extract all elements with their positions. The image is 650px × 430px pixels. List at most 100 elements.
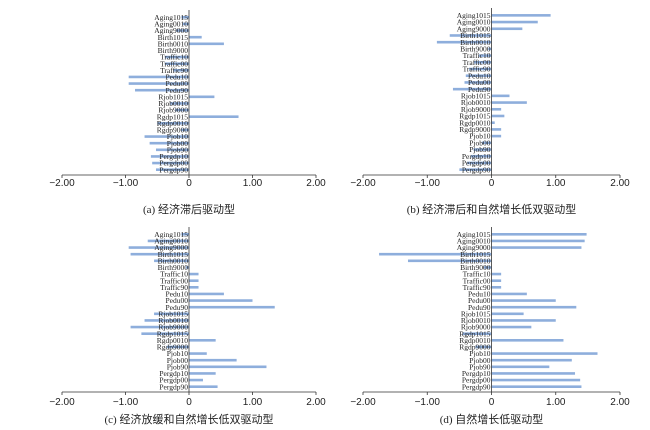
- bar-birth0010: [436, 40, 492, 44]
- category-label: Rjob9000: [461, 105, 491, 114]
- category-label: Traffic00: [160, 59, 188, 68]
- x-tick-label: 1.00: [546, 178, 566, 189]
- bar-traffic90: [173, 69, 190, 72]
- category-label: Pjob90: [469, 145, 491, 154]
- category-label: Rgdp9000: [459, 343, 491, 352]
- category-label: Birth1015: [460, 31, 491, 40]
- bar-pjob90: [155, 148, 189, 152]
- category-label: Pedu10: [468, 290, 491, 299]
- bar-rjob9000: [130, 325, 189, 329]
- x-tick-label: 2.00: [306, 397, 326, 408]
- category-label: Birth1015: [460, 250, 491, 259]
- bar-pergdp90: [155, 168, 189, 171]
- bar-pedu00: [491, 299, 556, 302]
- category-label: Traffic10: [160, 270, 188, 279]
- category-label: Pedu90: [468, 85, 491, 94]
- bar-rgdp1015: [491, 114, 505, 118]
- category-label: Rgdp1015: [459, 112, 491, 121]
- category-label: Pergdp90: [462, 382, 491, 391]
- bar-aging9000: [128, 246, 189, 249]
- category-label: Pedu00: [166, 79, 189, 88]
- bar-birth1015: [449, 34, 492, 37]
- bar-aging0010: [491, 20, 538, 24]
- bar-pedu10: [465, 74, 492, 78]
- category-label: Rgdp9000: [157, 126, 189, 135]
- category-label: Aging9000: [154, 243, 188, 252]
- x-tick-label: −1.00: [113, 397, 139, 408]
- category-label: Traffic90: [463, 283, 491, 292]
- bar-aging0010: [491, 239, 585, 243]
- chart-caption: (c) 经济放缓和自然增长低双驱动型: [105, 412, 274, 426]
- bar-rgdp9000: [181, 128, 189, 132]
- category-label: Rjob1015: [158, 309, 188, 318]
- bar-aging1015: [181, 16, 189, 19]
- category-label: Pergdp90: [159, 165, 188, 174]
- x-tick-label: −2.00: [49, 397, 75, 408]
- bar-aging1015: [491, 14, 551, 17]
- bar-pergdp00: [491, 378, 581, 382]
- bar-traffic00: [164, 62, 189, 65]
- category-label: Pjob90: [469, 362, 491, 371]
- category-label: Aging1015: [154, 13, 188, 22]
- bar-pergdp10: [150, 155, 189, 158]
- bar-pedu90: [189, 305, 275, 309]
- category-label: Aging1015: [457, 230, 491, 239]
- bar-rjob1015: [189, 95, 215, 99]
- bar-rgdp0010: [491, 121, 495, 124]
- category-label: Pjob00: [167, 356, 189, 365]
- bar-pedu90: [491, 305, 577, 309]
- category-label: Pergdp10: [462, 369, 491, 378]
- category-label: Birth9000: [158, 46, 189, 55]
- category-label: Birth9000: [460, 263, 491, 272]
- x-tick-label: 0: [186, 397, 192, 408]
- bar-pergdp90: [459, 168, 492, 171]
- category-label: Pjob90: [167, 145, 189, 154]
- bar-rgdp0010: [189, 339, 216, 342]
- category-label: Birth0010: [158, 256, 189, 265]
- bar-aging9000: [491, 246, 582, 249]
- x-tick-label: −2.00: [350, 178, 376, 189]
- x-tick-label: 1.00: [243, 178, 263, 189]
- bar-chart-d: Aging1015Aging0010Aging9000Birth1015Birt…: [350, 227, 630, 426]
- bar-pedu00: [128, 82, 189, 85]
- bar-chart-a: Aging1015Aging0010Aging9000Birth1015Birt…: [49, 10, 326, 216]
- category-label: Rjob9000: [461, 323, 491, 332]
- bar-pjob00: [189, 358, 237, 362]
- category-label: Aging9000: [457, 243, 491, 252]
- category-label: Rjob0010: [461, 316, 491, 325]
- category-label: Rgdp0010: [157, 336, 189, 345]
- category-label: Rjob0010: [158, 316, 188, 325]
- category-label: Pjob00: [469, 356, 491, 365]
- category-label: Pergdp90: [159, 382, 188, 391]
- bar-aging9000: [491, 27, 523, 31]
- category-label: Pjob10: [167, 349, 189, 358]
- x-tick-label: −1.00: [113, 178, 139, 189]
- bar-traffic10: [491, 272, 502, 276]
- bar-pedu10: [128, 75, 189, 79]
- bar-pergdp00: [467, 161, 492, 165]
- chart-caption: (a) 经济滞后驱动型: [143, 202, 235, 216]
- chart-caption: (b) 经济滞后和自然增长低双驱动型: [407, 202, 577, 216]
- bar-rjob0010: [491, 319, 556, 322]
- x-tick-label: 0: [186, 178, 192, 189]
- bar-rjob0010: [144, 319, 189, 322]
- category-label: Pedu90: [166, 86, 189, 95]
- x-tick-label: 1.00: [546, 397, 566, 408]
- x-tick-label: 2.00: [610, 178, 630, 189]
- category-label: Birth0010: [460, 38, 491, 47]
- bar-pedu10: [189, 292, 224, 296]
- bar-traffic10: [189, 272, 199, 276]
- bar-traffic90: [491, 286, 502, 289]
- category-label: Birth0010: [460, 256, 491, 265]
- bar-pjob90: [473, 148, 492, 151]
- bar-birth9000: [185, 266, 189, 269]
- category-label: Pergdp10: [462, 152, 491, 161]
- bar-pergdp90: [491, 385, 582, 388]
- category-label: Aging9000: [457, 24, 491, 33]
- bar-rjob0010: [491, 101, 527, 104]
- bar-traffic10: [478, 54, 492, 57]
- category-label: Pedu10: [166, 290, 189, 299]
- bar-pjob00: [481, 141, 492, 145]
- bar-aging1015: [181, 233, 189, 236]
